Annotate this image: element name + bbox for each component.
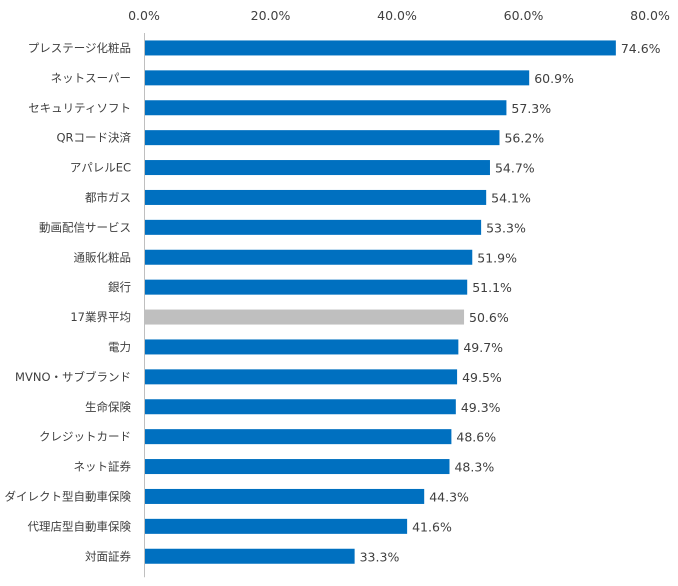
value-label: 54.7%: [495, 161, 535, 176]
category-label: ダイレクト型自動車保険: [5, 489, 132, 503]
bar: [145, 429, 452, 445]
category-label: ネット証券: [74, 460, 132, 474]
bars: [145, 40, 616, 564]
category-label: 対面証券: [85, 549, 131, 563]
bar: [145, 160, 490, 176]
bar: [145, 249, 473, 265]
category-label: QRコード決済: [56, 131, 131, 145]
bar: [145, 459, 450, 475]
category-label: 動画配信サービス: [39, 220, 131, 234]
bar: [145, 70, 530, 86]
value-label: 60.9%: [534, 71, 574, 86]
value-label: 56.2%: [504, 131, 544, 146]
bar-average: [145, 309, 465, 325]
value-label: 74.6%: [621, 41, 661, 56]
value-label: 33.3%: [360, 549, 400, 564]
bar: [145, 40, 616, 56]
x-tick-label: 60.0%: [504, 8, 544, 23]
value-label: 44.3%: [429, 489, 469, 504]
value-label: 51.1%: [472, 280, 512, 295]
x-tick-label: 40.0%: [377, 8, 417, 23]
x-tick-label: 80.0%: [630, 8, 670, 23]
category-label: 生命保険: [85, 400, 131, 414]
bar: [145, 279, 468, 295]
category-label: 都市ガス: [85, 190, 131, 204]
value-label: 49.3%: [461, 400, 501, 415]
value-label: 41.6%: [412, 519, 452, 534]
bar: [145, 130, 500, 146]
category-label: 17業界平均: [70, 310, 131, 324]
bar: [145, 189, 487, 205]
value-label: 51.9%: [477, 250, 517, 265]
bar: [145, 548, 355, 564]
bar: [145, 518, 408, 534]
bar: [145, 100, 507, 116]
value-label: 48.3%: [454, 460, 494, 475]
bar: [145, 399, 456, 415]
category-label: MVNO・サブブランド: [15, 370, 131, 384]
x-tick-label: 20.0%: [251, 8, 291, 23]
category-label: ネットスーパー: [51, 71, 131, 85]
category-label: 銀行: [108, 280, 131, 294]
value-label: 53.3%: [486, 220, 526, 235]
value-label: 57.3%: [511, 101, 551, 116]
category-label: プレステージ化粧品: [28, 41, 131, 55]
value-label: 49.7%: [463, 340, 503, 355]
bar: [145, 339, 459, 355]
x-axis-ticks: 0.0% 20.0% 40.0% 60.0% 80.0%: [128, 8, 670, 23]
bar: [145, 488, 425, 504]
category-label: 通販化粧品: [74, 250, 132, 264]
value-label: 50.6%: [469, 310, 509, 325]
value-label: 48.6%: [456, 430, 496, 445]
x-tick-label: 0.0%: [128, 8, 160, 23]
bar: [145, 369, 458, 385]
bar: [145, 219, 482, 235]
category-label: 電力: [108, 340, 131, 354]
category-label: アパレルEC: [70, 161, 131, 175]
value-label: 54.1%: [491, 190, 531, 205]
category-label: 代理店型自動車保険: [28, 519, 132, 533]
value-label: 49.5%: [462, 370, 502, 385]
category-label: セキュリティソフト: [28, 101, 131, 115]
category-label: クレジットカード: [39, 430, 131, 444]
value-labels: 74.6% 60.9% 57.3% 56.2% 54.7% 54.1% 53.3% 51.9%…: [360, 41, 661, 564]
